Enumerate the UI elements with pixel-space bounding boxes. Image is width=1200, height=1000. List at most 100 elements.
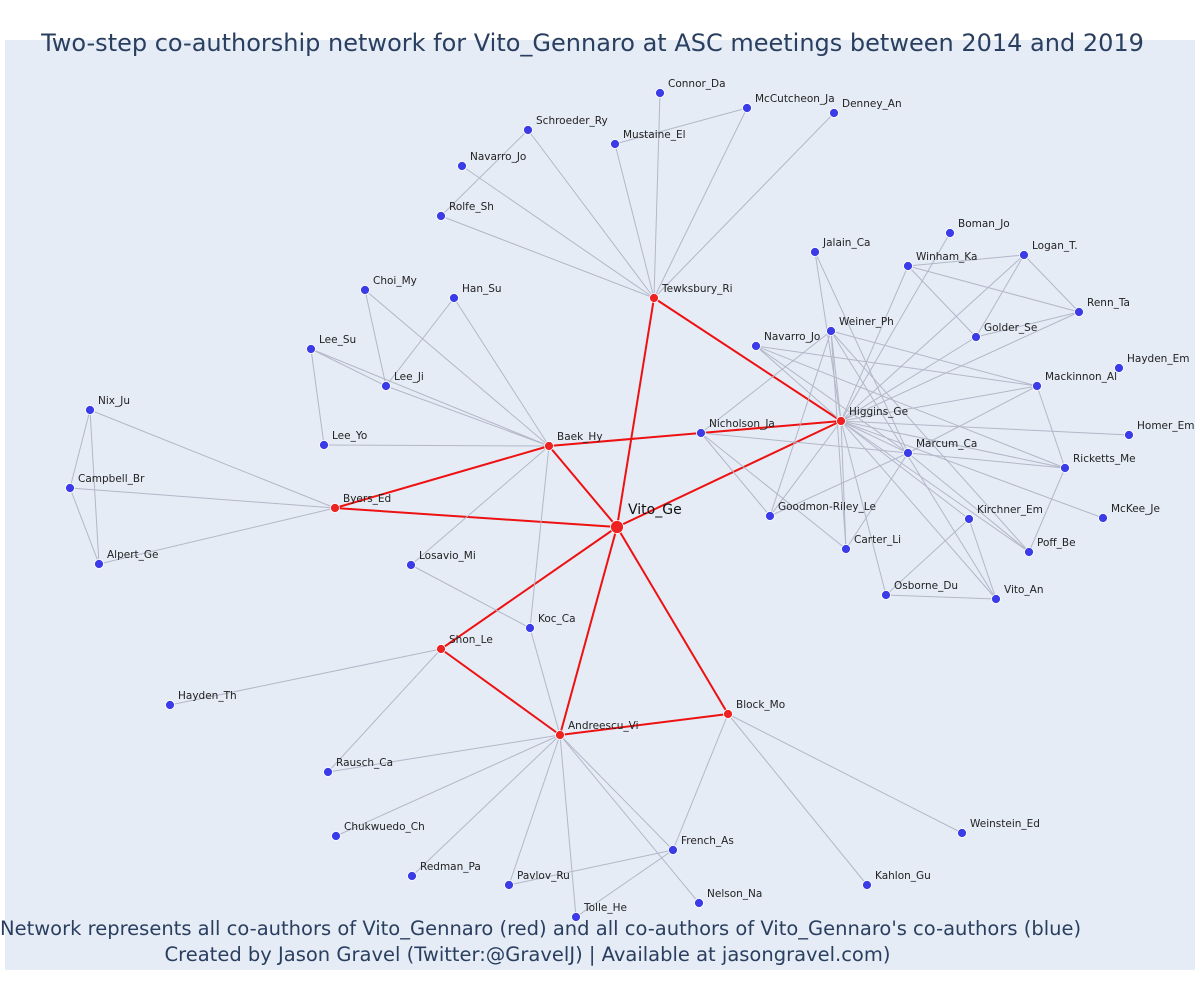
node-mustaine-el[interactable] xyxy=(610,139,620,149)
node-baek-hy[interactable] xyxy=(544,441,554,451)
node-label-byers-ed: Byers_Ed xyxy=(343,493,391,505)
node-label-french-as: French_As xyxy=(681,835,734,847)
node-poff-be[interactable] xyxy=(1024,547,1034,557)
edge-higgins-ge-osborne-du xyxy=(840,420,887,596)
edge-marcum-ca-goodmon-riley-le xyxy=(769,452,909,517)
caption-legend: Network represents all co-authors of Vit… xyxy=(0,917,1082,940)
node-mccutcheon-ja[interactable] xyxy=(742,103,752,113)
node-homer-em[interactable] xyxy=(1124,430,1134,440)
edge-winham-ka-golder-se xyxy=(907,265,977,338)
node-koc-ca[interactable] xyxy=(525,623,535,633)
edge-andreescu-vi-french-as xyxy=(559,734,674,851)
node-pavlov-ru[interactable] xyxy=(504,880,514,890)
edge-navarro-jo-mackinnon-al xyxy=(755,345,1038,387)
node-label-rausch-ca: Rausch_Ca xyxy=(336,757,393,769)
edge-french-as-pavlov-ru xyxy=(508,849,674,886)
node-redman-pa[interactable] xyxy=(407,871,417,881)
node-vito-ge[interactable] xyxy=(610,520,624,534)
node-choi-my[interactable] xyxy=(360,285,370,295)
edge-choi-my-lee-ji xyxy=(364,289,387,387)
node-rausch-ca[interactable] xyxy=(323,767,333,777)
node-label-block-mo: Block_Mo xyxy=(736,699,785,711)
edge-layer xyxy=(69,92,1130,918)
node-label-hayden-th: Hayden_Th xyxy=(178,690,237,702)
node-losavio-mi[interactable] xyxy=(406,560,416,570)
node-label-carter-li: Carter_Li xyxy=(854,534,901,546)
node-vito-an[interactable] xyxy=(991,594,1001,604)
edge-vito-ge-andreescu-vi xyxy=(559,526,618,736)
edge-andreescu-vi-tolle-he xyxy=(559,734,577,918)
node-kirchner-em[interactable] xyxy=(964,514,974,524)
node-denney-an[interactable] xyxy=(829,108,839,118)
node-carter-li[interactable] xyxy=(841,544,851,554)
edge-osborne-du-vito-an xyxy=(885,594,997,600)
node-lee-su[interactable] xyxy=(306,344,316,354)
edge-baek-hy-koc-ca xyxy=(529,445,550,629)
node-label-winham-ka: Winham_Ka xyxy=(916,251,977,263)
node-renn-ta[interactable] xyxy=(1074,307,1084,317)
node-label-baek-hy: Baek_Hy xyxy=(557,431,603,443)
node-boman-jo[interactable] xyxy=(945,228,955,238)
edge-nicholson-ja-higgins-ge xyxy=(700,420,842,434)
node-kahlon-gu[interactable] xyxy=(862,880,872,890)
node-golder-se[interactable] xyxy=(971,332,981,342)
node-lee-ji[interactable] xyxy=(381,381,391,391)
node-nix-ju[interactable] xyxy=(85,405,95,415)
node-lee-yo[interactable] xyxy=(319,440,329,450)
node-han-su[interactable] xyxy=(449,293,459,303)
node-label-losavio-mi: Losavio_Mi xyxy=(419,550,476,562)
edge-higgins-ge-poff-be xyxy=(840,420,1030,553)
node-label-nicholson-ja: Nicholson_Ja xyxy=(709,418,775,430)
node-tewksbury-ri[interactable] xyxy=(649,293,659,303)
node-logan-t[interactable] xyxy=(1019,250,1029,260)
edge-higgins-ge-jalain-ca xyxy=(814,251,842,422)
edge-nix-ju-alpert-ge xyxy=(89,409,100,565)
node-andreescu-vi[interactable] xyxy=(555,730,565,740)
node-label-lee-yo: Lee_Yo xyxy=(332,430,367,442)
node-mackinnon-al[interactable] xyxy=(1032,381,1042,391)
node-byers-ed[interactable] xyxy=(330,503,340,513)
node-label-goodmon-riley-le: Goodmon-Riley_Le xyxy=(778,501,876,513)
edge-higgins-ge-kirchner-em xyxy=(840,420,970,520)
node-rolfe-sh[interactable] xyxy=(436,211,446,221)
node-higgins-ge[interactable] xyxy=(836,416,846,426)
node-shon-le[interactable] xyxy=(436,644,446,654)
node-connor-da[interactable] xyxy=(655,88,665,98)
node-alpert-ge[interactable] xyxy=(94,559,104,569)
node-label-mackinnon-al: Mackinnon_Al xyxy=(1045,371,1117,383)
node-label-mckee-je: McKee_Je xyxy=(1111,503,1160,515)
node-mckee-je[interactable] xyxy=(1098,513,1108,523)
node-campbell-br[interactable] xyxy=(65,483,75,493)
edge-vito-ge-tewksbury-ri xyxy=(616,297,655,528)
node-nelson-na[interactable] xyxy=(694,898,704,908)
node-jalain-ca[interactable] xyxy=(810,247,820,257)
edge-vito-ge-block-mo xyxy=(616,526,729,715)
edge-logan-t-renn-ta xyxy=(1023,254,1080,313)
node-weinstein-ed[interactable] xyxy=(957,828,967,838)
node-tolle-he[interactable] xyxy=(571,912,581,922)
edge-higgins-ge-renn-ta xyxy=(840,311,1080,422)
node-marcum-ca[interactable] xyxy=(903,448,913,458)
node-goodmon-riley-le[interactable] xyxy=(765,511,775,521)
node-hayden-em[interactable] xyxy=(1114,363,1124,373)
node-weiner-ph[interactable] xyxy=(826,326,836,336)
edge-higgins-ge-marcum-ca xyxy=(840,420,909,454)
node-navarro-jo[interactable] xyxy=(751,341,761,351)
node-label-renn-ta: Renn_Ta xyxy=(1087,297,1130,309)
node-hayden-th[interactable] xyxy=(165,700,175,710)
node-label-schroeder-ry: Schroeder_Ry xyxy=(536,115,608,127)
node-navarro-jo[interactable] xyxy=(457,161,467,171)
node-label-tolle-he: Tolle_He xyxy=(583,902,627,914)
node-nicholson-ja[interactable] xyxy=(696,428,706,438)
node-winham-ka[interactable] xyxy=(903,261,913,271)
node-ricketts-me[interactable] xyxy=(1060,463,1070,473)
node-osborne-du[interactable] xyxy=(881,590,891,600)
node-french-as[interactable] xyxy=(668,845,678,855)
edge-byers-ed-nix-ju xyxy=(89,409,336,509)
node-block-mo[interactable] xyxy=(723,709,733,719)
node-chukwuedo-ch[interactable] xyxy=(331,831,341,841)
edge-vito-ge-byers-ed xyxy=(334,507,618,528)
edge-french-as-tolle-he xyxy=(575,849,674,918)
node-schroeder-ry[interactable] xyxy=(523,125,533,135)
node-label-logan-t: Logan_T. xyxy=(1032,240,1078,252)
